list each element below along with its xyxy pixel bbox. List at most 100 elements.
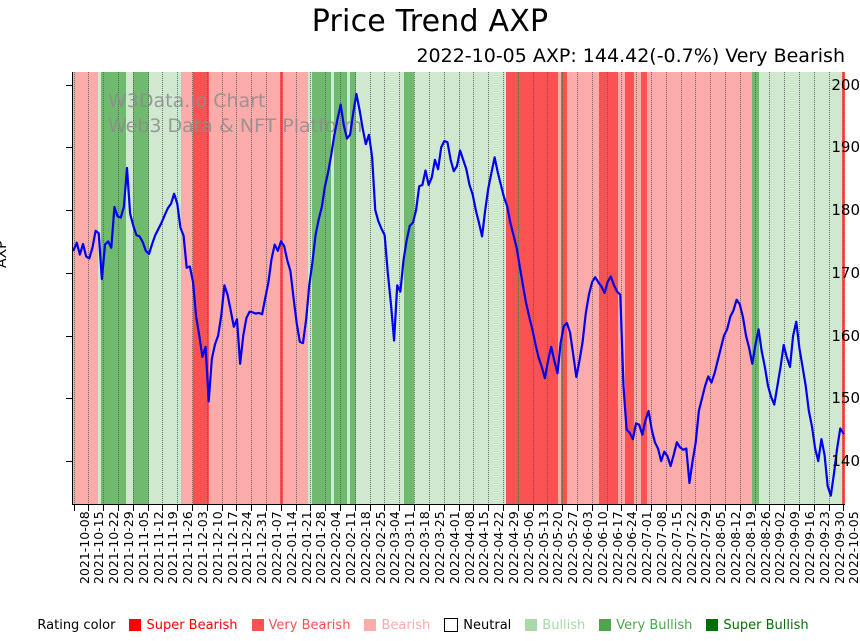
gridline [118, 72, 119, 505]
rating-band [496, 72, 501, 505]
x-tick-label: 2022-04-08 [461, 511, 477, 584]
gridline [695, 72, 697, 505]
rating-band [742, 72, 747, 505]
rating-band [349, 72, 354, 505]
rating-band [340, 72, 345, 505]
gridline [739, 72, 741, 505]
rating-band [758, 72, 763, 505]
gridline [206, 72, 208, 505]
rating-band [129, 72, 134, 505]
rating-band [305, 72, 309, 505]
rating-band [186, 72, 191, 505]
y-tick-label: 150 [831, 389, 860, 408]
rating-band [813, 72, 817, 505]
legend-item[interactable]: Bullish [525, 618, 585, 633]
x-tick-mark [532, 505, 534, 511]
x-tick-label: 2022-07-22 [683, 511, 699, 584]
gridline [414, 72, 416, 505]
rating-band [416, 72, 421, 505]
rating-band [177, 72, 182, 505]
rating-band [298, 72, 303, 505]
rating-band [145, 72, 150, 505]
gridline [354, 72, 356, 505]
rating-band [164, 72, 169, 505]
rating-band [132, 72, 137, 505]
chart-subtitle: 2022-10-05 AXP: 144.42(-0.7%) Very Beari… [416, 45, 845, 67]
rating-band [426, 72, 431, 505]
legend-label: Very Bullish [616, 617, 693, 633]
rating-band [250, 72, 255, 505]
rating-band [669, 72, 674, 505]
x-tick-label: 2022-06-24 [624, 511, 640, 584]
x-tick-label: 2022-04-22 [491, 511, 507, 584]
rating-band [822, 72, 827, 505]
gridline [769, 72, 771, 505]
rating-band [755, 72, 760, 505]
rating-band [576, 72, 581, 505]
rating-band [624, 72, 629, 505]
gridline [724, 72, 726, 505]
rating-band [656, 72, 661, 505]
rating-band [707, 72, 712, 505]
rating-band [825, 72, 830, 505]
rating-band [829, 72, 833, 505]
y-tick-mark [66, 84, 72, 86]
rating-band [295, 72, 300, 505]
rating-band [592, 72, 597, 505]
rating-band [531, 72, 536, 505]
legend-label: Super Bearish [146, 617, 238, 633]
rating-band [276, 72, 281, 505]
rating-band [103, 72, 108, 505]
rating-band [800, 72, 805, 505]
rating-band [174, 72, 178, 505]
rating-band [359, 72, 364, 505]
rating-band [385, 72, 389, 505]
rating-band [244, 72, 249, 505]
rating-band [720, 72, 725, 505]
rating-band [337, 72, 341, 505]
rating-band [212, 72, 217, 505]
rating-band [493, 72, 498, 505]
x-tick-mark [428, 505, 430, 511]
rating-band [199, 72, 204, 505]
legend-item[interactable]: Very Bullish [599, 618, 692, 633]
legend-item[interactable]: Very Bearish [251, 618, 350, 633]
rating-band [84, 72, 89, 505]
x-tick-mark [192, 505, 194, 511]
x-tick-mark [562, 505, 564, 511]
rating-band [452, 72, 456, 505]
x-tick-mark [488, 505, 490, 511]
legend-item[interactable]: Bearish [364, 618, 430, 633]
rating-band [423, 72, 428, 505]
rating-band [761, 72, 766, 505]
rating-band [254, 72, 258, 505]
legend-item[interactable]: Super Bearish [129, 617, 238, 633]
x-tick-label: 2022-06-17 [609, 511, 625, 584]
rating-band [126, 72, 131, 505]
rating-band [570, 72, 575, 505]
rating-band [774, 72, 779, 505]
x-tick-label: 2022-04-29 [505, 511, 521, 584]
legend-swatch [599, 619, 612, 631]
x-tick-label: 2022-09-02 [772, 511, 788, 584]
rating-band [816, 72, 821, 505]
rating-band [525, 72, 530, 505]
rating-band [247, 72, 252, 505]
gridline [517, 72, 519, 505]
rating-band [586, 72, 591, 505]
rating-band [672, 72, 677, 505]
rating-band [231, 72, 236, 505]
gridline [813, 72, 815, 505]
x-tick-mark [739, 505, 741, 511]
rating-band [490, 72, 495, 505]
x-tick-mark [502, 505, 504, 511]
x-tick-label: 2021-12-03 [195, 511, 211, 584]
x-tick-mark [680, 505, 682, 511]
rating-band [557, 72, 562, 505]
legend-item[interactable]: Neutral [444, 618, 511, 633]
x-tick-label: 2022-09-23 [816, 511, 832, 584]
legend-item[interactable]: Super Bullish [706, 618, 809, 633]
x-tick-label: 2021-12-17 [224, 511, 240, 584]
rating-band [618, 72, 622, 505]
x-tick-label: 2022-05-27 [565, 511, 581, 584]
